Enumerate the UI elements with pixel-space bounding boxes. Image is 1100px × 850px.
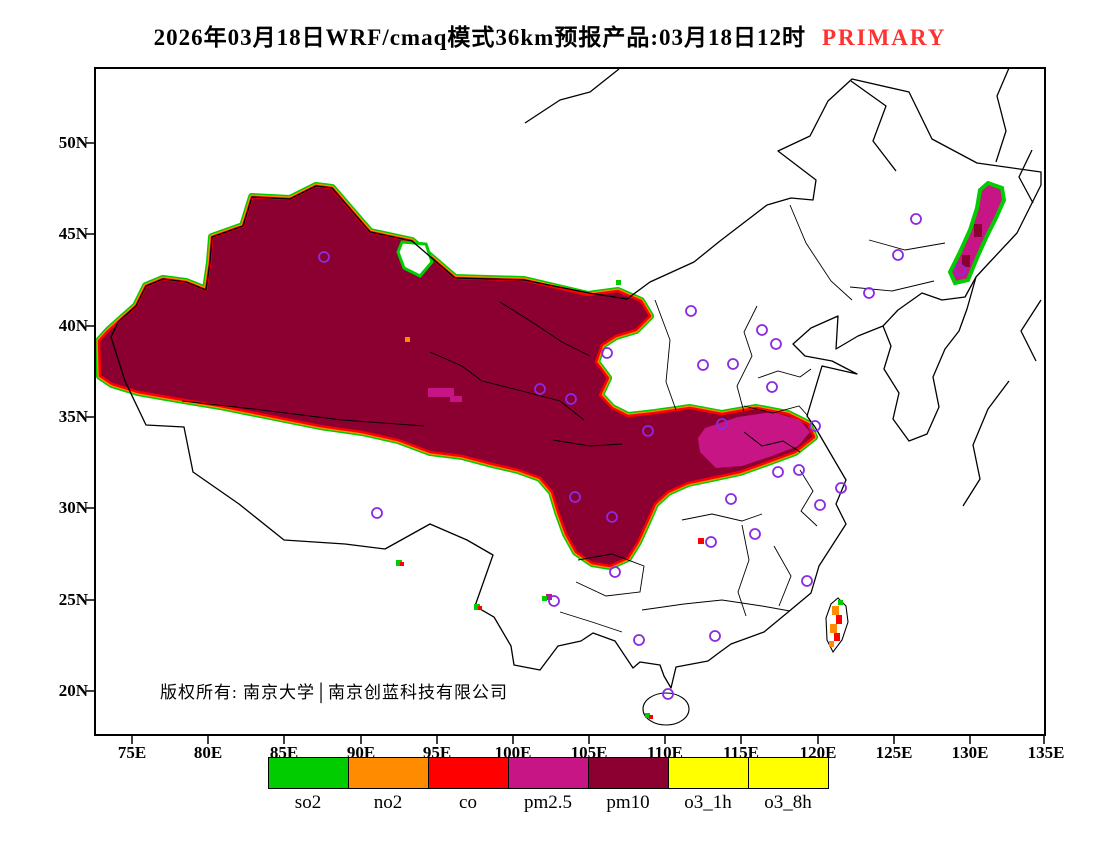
- pm10-region-group: [96, 182, 818, 570]
- legend-colorbar: [268, 757, 829, 789]
- hainan-island: [642, 692, 690, 726]
- province-borders: [181, 204, 946, 633]
- legend-swatch-o3-1h: [668, 757, 749, 789]
- x-tick-135E: 135E: [1027, 743, 1065, 762]
- x-tick-125E: 125E: [875, 743, 913, 762]
- pm10-dots: [962, 224, 982, 267]
- copyright-text: 版权所有: 南京大学│南京创蓝科技有限公司: [160, 683, 509, 702]
- legend-swatch-co: [428, 757, 509, 789]
- russia-river-lines: [524, 69, 897, 172]
- legend-label-o3-8h: o3_8h: [764, 792, 812, 813]
- y-tick-50N: 50N: [58, 133, 88, 152]
- no2-specks: [405, 337, 839, 647]
- legend-label-o3-1h: o3_1h: [684, 792, 732, 813]
- x-tick-130E: 130E: [951, 743, 989, 762]
- axis-ticks: [86, 142, 1045, 744]
- legend-labels: so2 no2 co pm2.5 pm10 o3_1h o3_8h: [268, 792, 828, 814]
- islands: [642, 597, 849, 726]
- page-title: 2026年03月18日WRF/cmaq模式36km预报产品:03月18日12时 P…: [0, 18, 1100, 52]
- legend-label-no2: no2: [373, 792, 403, 813]
- y-tick-25N: 25N: [58, 590, 88, 609]
- co-specks: [400, 538, 842, 719]
- legend-label-pm25: pm2.5: [523, 792, 573, 813]
- y-tick-45N: 45N: [58, 224, 88, 243]
- so2-specks: [396, 280, 843, 718]
- legend-swatch-no2: [348, 757, 429, 789]
- legend-label-pm10: pm10: [606, 792, 650, 813]
- x-tick-75E: 75E: [117, 743, 147, 762]
- y-tick-35N: 35N: [58, 407, 88, 426]
- y-tick-30N: 30N: [58, 498, 88, 517]
- x-tick-80E: 80E: [193, 743, 223, 762]
- title-text: 2026年03月18日WRF/cmaq模式36km预报产品:03月18日12时: [153, 25, 806, 50]
- korea-outline: [882, 276, 977, 442]
- legend-swatch-pm25: [508, 757, 589, 789]
- japan-coast-lines: [962, 69, 1042, 507]
- y-tick-20N: 20N: [58, 681, 88, 700]
- map-frame: [94, 67, 1046, 736]
- legend-label-co: co: [459, 792, 477, 813]
- pm10-region: [97, 184, 816, 568]
- country-outlines: [110, 69, 1042, 689]
- title-primary-badge: PRIMARY: [821, 25, 947, 50]
- city-markers: [318, 213, 966, 700]
- map-geography: [96, 69, 1042, 726]
- y-tick-40N: 40N: [58, 316, 88, 335]
- china-outline: [110, 78, 1042, 689]
- legend-swatch-so2: [268, 757, 349, 789]
- legend-swatch-o3-8h: [748, 757, 829, 789]
- legend-swatch-pm10: [588, 757, 669, 789]
- legend-label-so2: so2: [294, 792, 322, 813]
